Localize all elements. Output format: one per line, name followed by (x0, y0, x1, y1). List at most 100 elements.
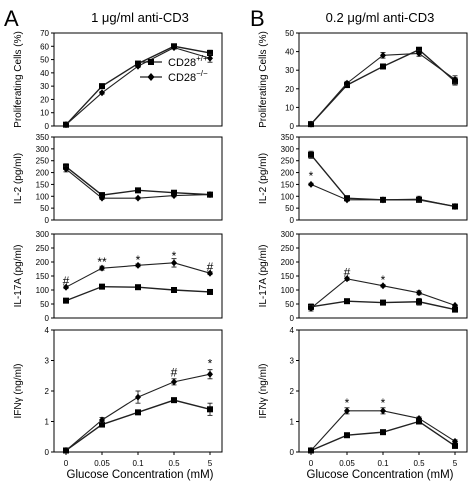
significance-mark: ** (97, 255, 107, 269)
data-point-diamond (344, 275, 350, 283)
chart-panel: 0 10 20 30 40 50 Proliferating Cells (%) (258, 29, 468, 131)
y-tick-label: 250 (281, 244, 295, 253)
chart-panel: 0 10 20 30 40 50 60 70 Proliferating Cells (%) (13, 29, 223, 131)
y-tick-label: 300 (36, 230, 50, 239)
x-axis-label-a: Glucose Concentration (mM) (67, 469, 214, 481)
y-tick-label: 0 (290, 448, 295, 457)
legend-wt-marker (148, 59, 154, 65)
column-title-b: 0.2 μg/ml anti-CD3 (326, 10, 435, 25)
data-point-diamond (308, 180, 314, 188)
data-point-diamond (207, 191, 213, 199)
chart-panel: 0 50 100 150 200 250 300 350 IL-2 (pg/ml) * (258, 133, 468, 225)
y-tick-label: 100 (281, 286, 295, 295)
x-tick-label: 5 (453, 459, 458, 468)
y-tick-label: 1 (290, 418, 295, 427)
data-point-square (207, 49, 213, 56)
plot-frame (53, 136, 223, 221)
x-tick-label: 0.5 (168, 459, 180, 468)
data-point-square (344, 298, 350, 305)
y-tick-label: 0 (45, 216, 50, 225)
x-tick-label: 0.1 (377, 459, 389, 468)
data-point-diamond (452, 76, 458, 83)
y-tick-label: 350 (36, 133, 50, 142)
y-tick-label: 150 (281, 272, 295, 281)
y-tick-label: 2 (290, 387, 295, 396)
data-point-diamond (416, 49, 422, 57)
data-point-square (135, 284, 141, 291)
y-axis-label: IL-2 (pg/ml) (13, 153, 24, 204)
data-point-square (135, 409, 141, 416)
y-tick-label: 10 (285, 103, 294, 112)
y-tick-label: 200 (281, 169, 295, 178)
plot-frame (53, 233, 223, 319)
x-tick-label: 0.05 (94, 459, 110, 468)
data-point-diamond (308, 446, 314, 454)
data-point-square (344, 432, 350, 439)
y-tick-label: 200 (36, 258, 50, 267)
y-tick-label: 0 (290, 216, 295, 225)
data-point-diamond (344, 196, 350, 204)
y-tick-label: 70 (40, 29, 49, 38)
plot-frame (298, 32, 468, 127)
data-point-diamond (135, 62, 141, 70)
y-tick-label: 40 (40, 69, 49, 78)
data-point-square (416, 298, 422, 305)
data-point-diamond (380, 196, 386, 204)
y-tick-label: 30 (285, 66, 294, 75)
data-point-diamond (99, 416, 105, 424)
y-tick-label: 40 (285, 48, 294, 57)
series-line (65, 399, 211, 452)
chart-panel: 0 50 100 150 200 250 300 IL-17A (pg/ml) # * (258, 230, 468, 323)
y-tick-label: 200 (36, 169, 50, 178)
y-axis-label: IFNγ (ng/ml) (258, 364, 269, 419)
data-point-diamond (452, 437, 458, 445)
data-point-diamond (99, 89, 105, 97)
data-point-diamond (380, 51, 386, 59)
data-point-diamond (99, 264, 105, 272)
data-point-square (171, 397, 177, 404)
y-tick-label: 4 (45, 326, 50, 335)
panel-label-a: A (4, 6, 19, 31)
data-point-diamond (380, 282, 386, 290)
data-point-diamond (171, 259, 177, 267)
y-tick-label: 60 (40, 42, 49, 51)
plot-frame (53, 32, 223, 127)
data-point-diamond (308, 120, 314, 128)
series-line (310, 48, 456, 125)
significance-mark: # (63, 274, 70, 288)
y-tick-label: 250 (36, 157, 50, 166)
data-point-diamond (171, 44, 177, 52)
y-tick-label: 4 (290, 326, 295, 335)
y-tick-label: 300 (36, 145, 50, 154)
y-tick-label: 300 (281, 230, 295, 239)
y-tick-label: 250 (281, 157, 295, 166)
y-tick-label: 20 (40, 95, 49, 104)
data-point-diamond (135, 194, 141, 202)
legend-ko-label: CD28−/− (168, 69, 208, 84)
y-tick-label: 50 (40, 204, 49, 213)
data-point-diamond (135, 261, 141, 269)
significance-mark: * (136, 253, 141, 267)
y-axis-label: IL-2 (pg/ml) (258, 153, 269, 204)
y-axis-label: IL-17A (pg/ml) (13, 245, 24, 308)
data-point-diamond (63, 121, 69, 129)
data-point-square (99, 283, 105, 290)
chart-panel: 0 1 2 3 4 0 0.05 0.1 0.5 5 IFNγ (ng/ml) # * (13, 326, 223, 468)
y-tick-label: 20 (285, 85, 294, 94)
data-point-diamond (135, 393, 141, 401)
data-point-diamond (452, 301, 458, 309)
y-tick-label: 1 (45, 418, 50, 427)
data-point-square (416, 46, 422, 53)
x-axis-label-b: Glucose Concentration (mM) (307, 469, 454, 481)
legend: CD28+/+ CD28−/− (140, 54, 208, 84)
data-point-square (380, 63, 386, 70)
y-tick-label: 350 (281, 133, 295, 142)
data-point-square (63, 297, 69, 304)
significance-mark: * (381, 396, 386, 410)
x-tick-label: 0 (64, 459, 69, 468)
y-tick-label: 50 (40, 300, 49, 309)
data-point-square (452, 442, 458, 449)
y-tick-label: 100 (36, 286, 50, 295)
y-tick-label: 0 (290, 122, 295, 131)
y-tick-label: 300 (281, 145, 295, 154)
